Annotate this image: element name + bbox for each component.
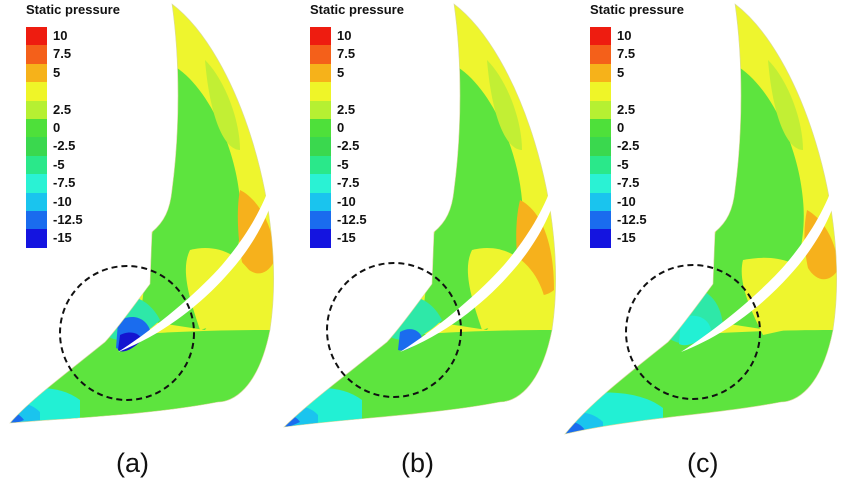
legend-label: 0 [53,119,61,135]
legend-label: 7.5 [337,46,356,62]
highlight-circle [625,264,761,400]
legend-label: 2.5 [617,101,636,117]
region-yellow-mid [741,257,831,335]
legend-label: 2.5 [53,101,72,117]
legend-label: -12.5 [337,211,367,227]
legend-label: -2.5 [53,138,76,154]
legend-label: -2.5 [617,138,640,154]
legend-label: 0 [337,119,345,135]
legend-swatch [590,137,611,156]
legend-label: -5 [337,156,349,172]
legend-swatch [26,210,47,230]
legend-label: 0 [617,119,625,135]
legend-swatch [26,137,47,156]
legend-label: 7.5 [617,46,636,62]
legend-label: 10 [53,28,68,43]
legend-label: 5 [617,64,625,80]
legend-label: 5 [337,64,345,80]
legend-swatch [26,229,47,248]
panel-a: Static pressure 10 7.5 5 2.5 0 -2.5 -5 -… [0,0,283,489]
legend-swatch [26,45,47,64]
legend-swatch [310,118,331,138]
legend-swatch [310,174,331,193]
legend-label: 7.5 [53,46,72,62]
region-blue-spot [398,329,422,351]
region-yellow-mid [185,248,265,330]
legend-swatch [590,100,611,119]
legend-label: -12.5 [53,211,83,227]
legend-swatch [310,210,331,230]
legend-title: Static pressure [310,2,404,17]
legend-label: -12.5 [617,211,647,227]
legend-swatch [26,27,47,46]
legend-swatch [590,63,611,83]
legend-swatch [310,45,331,64]
legend-label: 10 [617,28,632,43]
panel-c: Static pressure 10 7.5 5 2.5 0 -2.5 -5 -… [563,0,846,489]
legend-label: -10 [53,193,72,209]
legend-swatch [590,118,611,138]
legend-label: -5 [53,156,65,172]
legend-swatch [26,100,47,119]
panel-b: Static pressure 10 7.5 5 2.5 0 -2.5 -5 -… [282,0,565,489]
legend-label: 5 [53,64,61,80]
highlight-circle [326,262,462,398]
legend-label: 10 [337,28,352,43]
caption-a: (a) [116,448,149,478]
legend-title: Static pressure [590,2,684,17]
legend-swatch [26,118,47,138]
legend-swatch [310,82,331,101]
legend-swatch [590,174,611,193]
legend-swatch [590,82,611,101]
domain-outline [283,3,556,428]
region-deepblue [118,332,142,352]
highlight-circle [59,265,195,401]
legend-swatch [310,137,331,156]
legend-swatch [590,27,611,46]
legend-swatch [590,210,611,230]
legend-swatch [590,192,611,211]
legend-swatch [310,229,331,248]
legend-swatch [310,192,331,211]
legend-label: -10 [617,193,636,209]
region-lime [768,60,803,150]
legend-label: -15 [53,230,72,246]
legend-swatch [310,63,331,83]
legend-label: -15 [337,230,356,246]
legend-swatch [26,192,47,211]
legend-label: -7.5 [617,175,640,191]
legend-swatch [310,100,331,119]
legend-label: -5 [617,156,629,172]
legend-label: -2.5 [337,138,360,154]
legend-swatch [26,155,47,175]
legend-swatch [590,45,611,64]
legend-swatch [590,155,611,175]
region-teal [565,392,663,434]
legend-swatch [26,174,47,193]
legend-swatch [310,155,331,175]
legend-swatch [590,229,611,248]
legend-swatch [26,63,47,83]
legend-label: -7.5 [53,175,76,191]
legend-label: -7.5 [337,175,360,191]
legend-swatch [310,27,331,46]
contour-plot-a [9,3,276,424]
region-yellow-mid [467,248,547,330]
region-lime [487,60,522,150]
caption-b: (b) [401,448,434,478]
domain-outline [9,3,274,424]
legend-label: -15 [617,230,636,246]
domain-outline [564,3,837,435]
caption-c: (c) [687,448,719,478]
legend-title: Static pressure [26,2,120,17]
legend-label: -10 [337,193,356,209]
legend-swatch [26,82,47,101]
region-lime [205,60,240,150]
region-teal-spot [679,315,711,346]
legend-label: 2.5 [337,101,356,117]
